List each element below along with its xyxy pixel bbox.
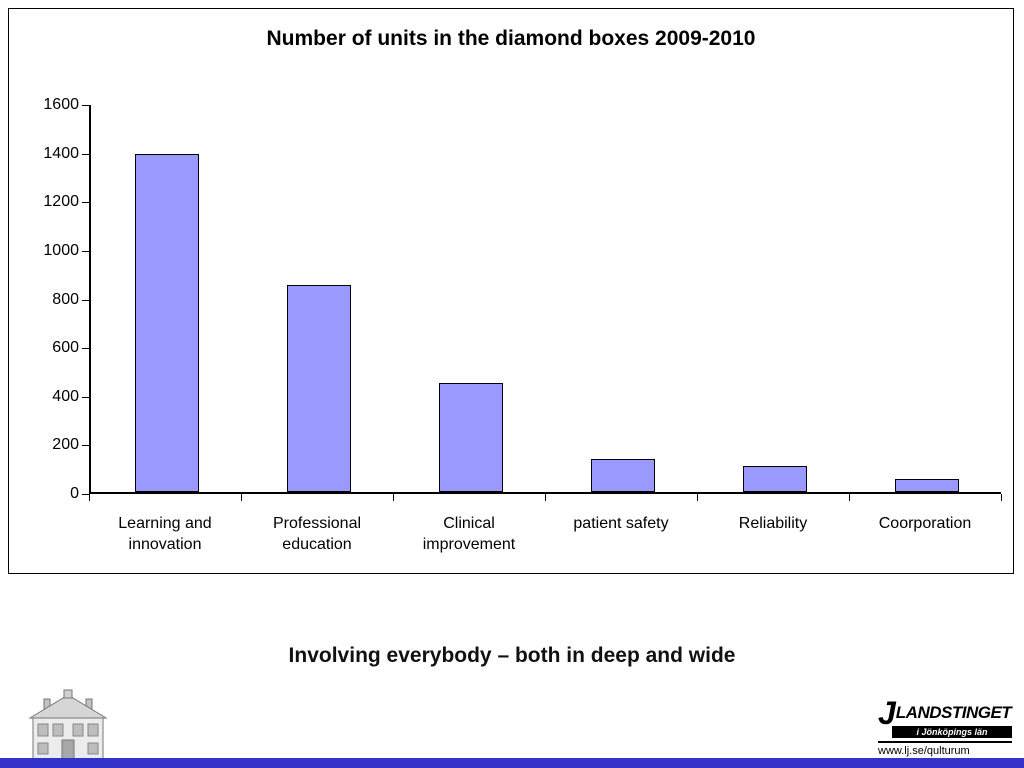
x-category-label: Coorporation [878, 515, 972, 532]
y-tick-label: 1000 [43, 241, 79, 259]
logo-url: www.lj.se/qulturum [878, 741, 1012, 757]
y-tick-mark [82, 445, 89, 447]
chart-frame: Number of units in the diamond boxes 200… [8, 8, 1014, 574]
y-tick-mark [82, 250, 89, 252]
bar [439, 382, 503, 492]
landstinget-logo: J LANDSTINGET i Jönköpings län www.lj.se… [878, 695, 1012, 757]
y-tick-mark [82, 348, 89, 350]
bar [287, 285, 351, 492]
x-axis-labels: Learning and innovation Professional educ… [89, 514, 1001, 556]
y-tick-mark [82, 105, 89, 106]
x-tick-mark [545, 494, 546, 501]
bar [591, 459, 655, 492]
logo-row: J LANDSTINGET [878, 695, 1012, 731]
y-tick-mark [82, 153, 89, 155]
y-tick-label: 800 [52, 290, 79, 308]
y-tick-label: 400 [52, 387, 79, 405]
y-tick-label: 200 [52, 436, 79, 454]
x-category-label: Reliability [738, 515, 808, 532]
x-tick-mark [89, 494, 90, 501]
y-tick-label: 0 [70, 485, 79, 502]
slide-subtitle: Involving everybody – both in deep and w… [288, 644, 736, 667]
y-tick-label: 1200 [43, 193, 79, 211]
x-category-label: Learning and innovation [118, 515, 212, 553]
bar [135, 154, 199, 492]
logo-j-mark: J [878, 695, 896, 731]
x-category-label: Professional education [272, 515, 362, 553]
x-category-label: patient safety [573, 515, 669, 532]
y-tick-label: 600 [52, 339, 79, 357]
bottom-strip [0, 758, 1024, 768]
bar [895, 478, 959, 492]
y-tick-mark [82, 299, 89, 301]
plot-area [89, 105, 1001, 494]
bar [743, 466, 807, 492]
x-tick-mark [697, 494, 698, 501]
y-tick-label: 1400 [43, 144, 79, 162]
x-tick-mark [849, 494, 850, 501]
y-tick-mark [82, 396, 89, 398]
y-tick-mark [82, 494, 89, 495]
y-tick-mark [82, 202, 89, 204]
logo-name: LANDSTINGET [895, 703, 1012, 722]
chart-title: Number of units in the diamond boxes 200… [266, 27, 756, 50]
x-tick-mark [393, 494, 394, 501]
logo-region: i Jönköpings län [892, 726, 1012, 738]
x-tick-mark [1001, 494, 1002, 501]
y-tick-label: 1600 [43, 96, 79, 113]
x-category-label: Clinical improvement [422, 515, 516, 553]
qulturum-house-image [24, 689, 112, 761]
x-tick-mark [241, 494, 242, 501]
